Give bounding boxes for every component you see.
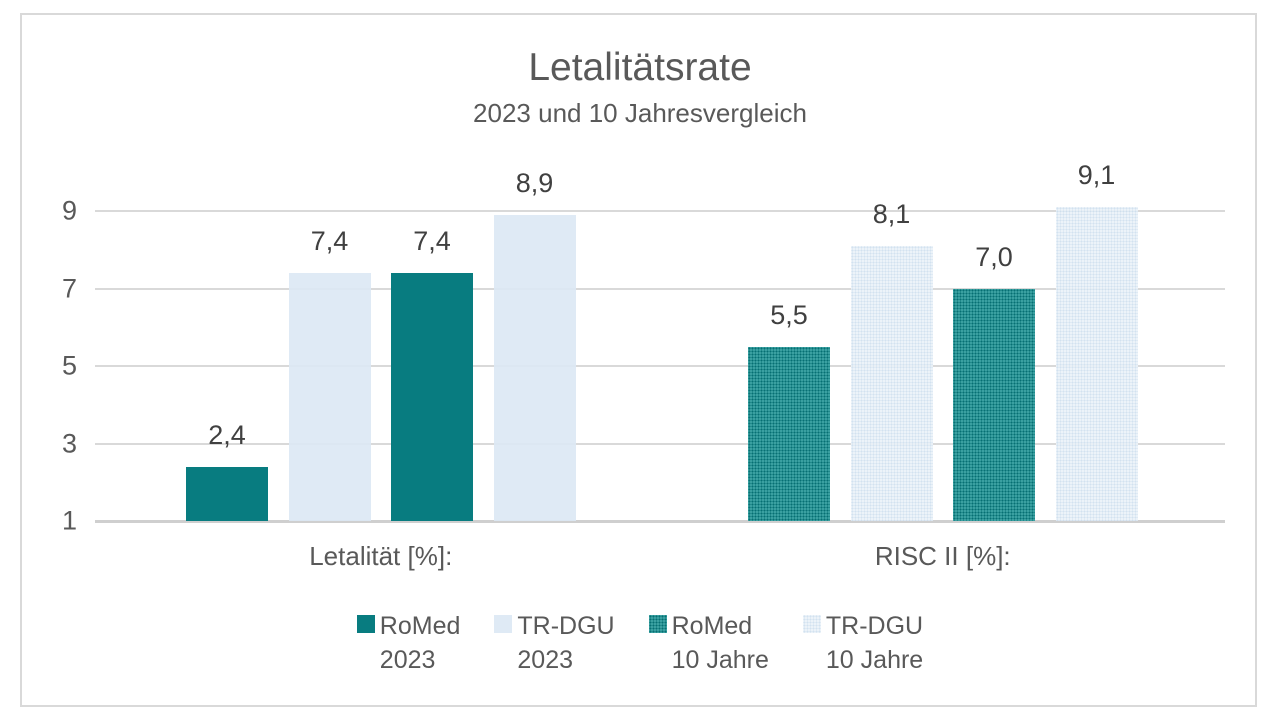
- bar-letalitt-romed-10Jahre: [391, 273, 473, 521]
- legend-label-line1: TR-DGU: [825, 612, 924, 640]
- legend-label: TR-DGU 10 Jahre: [826, 609, 923, 677]
- bar-value-label: 5,5: [770, 299, 808, 330]
- legend-item: RoMed 2023: [356, 609, 461, 677]
- bar-riscii-romed-10Jahre: [953, 288, 1035, 521]
- legend-label: TR-DGU 2023: [517, 609, 614, 677]
- bar-value-label: 9,1: [1077, 160, 1116, 191]
- x-axis-line: [95, 520, 1225, 523]
- category-label: RISC II [%]:: [874, 541, 1011, 571]
- legend-label-line1: RoMed: [671, 612, 753, 640]
- y-tick-label: 5: [61, 350, 77, 381]
- chart-title: Letalitätsrate: [528, 46, 752, 89]
- bar-value-label: 8,9: [515, 167, 554, 198]
- y-tick-label: 1: [61, 505, 77, 536]
- legend: RoMed 2023 TR-DGU 2023 RoMed 10 Jahre TR-DGU 10…: [0, 609, 1280, 677]
- bar-letalitt-tr-dgu-2023: [288, 273, 371, 521]
- chart-border: [20, 13, 1257, 707]
- gridline: [95, 442, 1225, 445]
- bar-riscii-tr-dgu-2023: [850, 245, 933, 521]
- legend-label: RoMed 2023: [380, 609, 461, 677]
- legend-label-line2: 2023: [379, 646, 436, 674]
- legend-label: RoMed 10 Jahre: [672, 609, 769, 677]
- bar-value-label: 2,4: [208, 419, 246, 450]
- bar-letalitt-tr-dgu-10Jahre: [493, 214, 576, 521]
- legend-swatch-romed-10Jahre: [648, 615, 667, 633]
- y-tick-label: 9: [61, 195, 77, 226]
- legend-item: TR-DGU 2023: [494, 609, 615, 677]
- legend-swatch-tr-dgu-10Jahre: [802, 615, 821, 633]
- bar-riscii-romed-2023: [748, 346, 830, 521]
- bar-value-label: 8,1: [872, 198, 911, 229]
- bar-riscii-tr-dgu-10Jahre: [1055, 207, 1138, 521]
- legend-label-line2: 10 Jahre: [825, 646, 924, 674]
- category-label: Letalität [%]:: [309, 541, 453, 571]
- y-tick-label: 3: [61, 428, 77, 458]
- legend-label-line1: RoMed: [379, 612, 461, 640]
- bar-value-label: 7,0: [975, 241, 1013, 272]
- legend-swatch-romed-2023: [356, 615, 375, 633]
- legend-swatch-tr-dgu-2023: [494, 615, 513, 633]
- legend-label-line1: TR-DGU: [517, 612, 615, 640]
- legend-item: RoMed 10 Jahre: [648, 609, 769, 677]
- chart-subtitle: 2023 und 10 Jahresvergleich: [473, 98, 807, 128]
- legend-item: TR-DGU 10 Jahre: [802, 609, 923, 677]
- gridline: [95, 210, 1225, 212]
- gridline: [95, 287, 1225, 290]
- bar-letalitt-romed-2023: [186, 466, 268, 521]
- legend-label-line2: 10 Jahre: [671, 646, 769, 674]
- legend-label-line2: 2023: [517, 646, 574, 674]
- bar-value-label: 7,4: [310, 226, 349, 256]
- gridline: [95, 365, 1225, 367]
- bar-value-label: 7,4: [413, 226, 451, 256]
- y-tick-label: 7: [61, 273, 77, 303]
